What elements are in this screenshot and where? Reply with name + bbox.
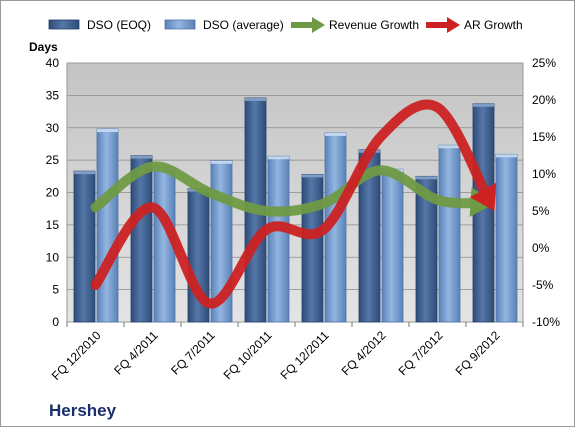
y-tick-label: 20 bbox=[46, 186, 60, 200]
y2-tick-label: 5% bbox=[532, 204, 550, 218]
y-tick-label: 5 bbox=[52, 283, 59, 297]
legend-swatch bbox=[164, 19, 196, 30]
bar bbox=[73, 170, 96, 323]
bar-cap bbox=[416, 176, 437, 180]
x-tick-label: FQ 7/2011 bbox=[168, 328, 218, 378]
bar-cap bbox=[131, 155, 152, 159]
bar-cap bbox=[496, 154, 517, 158]
y2-tick-label: 25% bbox=[532, 56, 556, 70]
legend-label: AR Growth bbox=[464, 18, 523, 32]
bar-cap bbox=[211, 160, 232, 164]
legend-label: DSO (average) bbox=[203, 18, 284, 32]
legend-arrowhead bbox=[447, 17, 460, 33]
bar bbox=[267, 155, 290, 323]
legend-arrowhead bbox=[312, 17, 325, 33]
y-tick-label: 40 bbox=[46, 56, 60, 70]
series-line bbox=[90, 161, 488, 217]
legend-label: DSO (EOQ) bbox=[87, 18, 151, 32]
y-tick-label: 30 bbox=[46, 121, 60, 135]
y2-tick-label: 0% bbox=[532, 241, 550, 255]
bar-cap bbox=[74, 171, 95, 175]
bar-cap bbox=[473, 103, 494, 107]
bar bbox=[96, 128, 119, 323]
y-tick-label: 10 bbox=[46, 250, 60, 264]
legend-swatch bbox=[48, 19, 80, 30]
y2-tick-label: -5% bbox=[532, 278, 554, 292]
bar bbox=[301, 173, 324, 323]
bar bbox=[438, 144, 461, 323]
y2-tick-label: 15% bbox=[532, 130, 556, 144]
bar-cap bbox=[302, 174, 323, 178]
x-tick-label: FQ 4/2012 bbox=[339, 328, 389, 378]
bar-cap bbox=[245, 97, 266, 101]
x-tick-label: FQ 9/2012 bbox=[453, 328, 503, 378]
y-tick-label: 0 bbox=[52, 315, 59, 329]
y-tick-label: 35 bbox=[46, 88, 60, 102]
legend-label: Revenue Growth bbox=[329, 18, 419, 32]
x-tick-label: FQ 10/2011 bbox=[221, 328, 275, 382]
series-arrowhead bbox=[469, 182, 497, 211]
bar-cap bbox=[268, 156, 289, 160]
bar-cap bbox=[97, 129, 118, 133]
x-tick-label: FQ 12/2011 bbox=[278, 328, 332, 382]
x-tick-label: FQ 4/2011 bbox=[111, 328, 161, 378]
y2-tick-label: 20% bbox=[532, 93, 556, 107]
series-line bbox=[90, 99, 494, 309]
y-axis-label: Days bbox=[29, 40, 58, 54]
bar bbox=[495, 153, 518, 323]
chart-title: Hershey bbox=[49, 401, 117, 420]
x-tick-label: FQ 7/2012 bbox=[396, 328, 446, 378]
bar-cap bbox=[325, 132, 346, 136]
bar bbox=[381, 168, 404, 323]
y2-tick-label: -10% bbox=[532, 315, 560, 329]
x-tick-label: FQ 12/2010 bbox=[49, 328, 104, 383]
y-tick-label: 15 bbox=[46, 218, 60, 232]
bar-cap bbox=[439, 145, 460, 149]
y2-tick-label: 10% bbox=[532, 167, 556, 181]
y-tick-label: 25 bbox=[46, 153, 60, 167]
